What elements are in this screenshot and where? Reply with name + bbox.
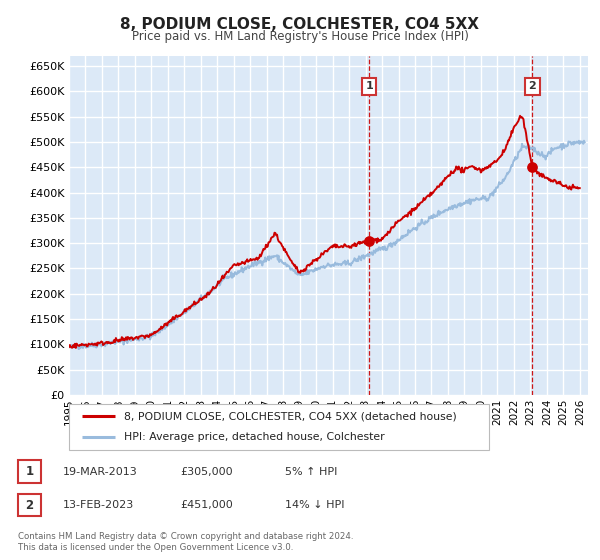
Text: 13-FEB-2023: 13-FEB-2023 [63, 500, 134, 510]
Text: HPI: Average price, detached house, Colchester: HPI: Average price, detached house, Colc… [124, 432, 384, 442]
Text: 14% ↓ HPI: 14% ↓ HPI [285, 500, 344, 510]
Text: 2: 2 [529, 81, 536, 91]
Text: £451,000: £451,000 [180, 500, 233, 510]
Text: £305,000: £305,000 [180, 466, 233, 477]
Text: 8, PODIUM CLOSE, COLCHESTER, CO4 5XX (detached house): 8, PODIUM CLOSE, COLCHESTER, CO4 5XX (de… [124, 411, 457, 421]
Text: Price paid vs. HM Land Registry's House Price Index (HPI): Price paid vs. HM Land Registry's House … [131, 30, 469, 43]
Text: 1: 1 [365, 81, 373, 91]
Point [527, 162, 537, 171]
Text: This data is licensed under the Open Government Licence v3.0.: This data is licensed under the Open Gov… [18, 543, 293, 552]
Text: 19-MAR-2013: 19-MAR-2013 [63, 466, 138, 477]
Text: 1: 1 [25, 465, 34, 478]
Text: 8, PODIUM CLOSE, COLCHESTER, CO4 5XX: 8, PODIUM CLOSE, COLCHESTER, CO4 5XX [121, 17, 479, 32]
FancyBboxPatch shape [69, 404, 489, 450]
Text: 5% ↑ HPI: 5% ↑ HPI [285, 466, 337, 477]
Text: Contains HM Land Registry data © Crown copyright and database right 2024.: Contains HM Land Registry data © Crown c… [18, 532, 353, 541]
Point [364, 236, 374, 245]
Text: 2: 2 [25, 498, 34, 512]
